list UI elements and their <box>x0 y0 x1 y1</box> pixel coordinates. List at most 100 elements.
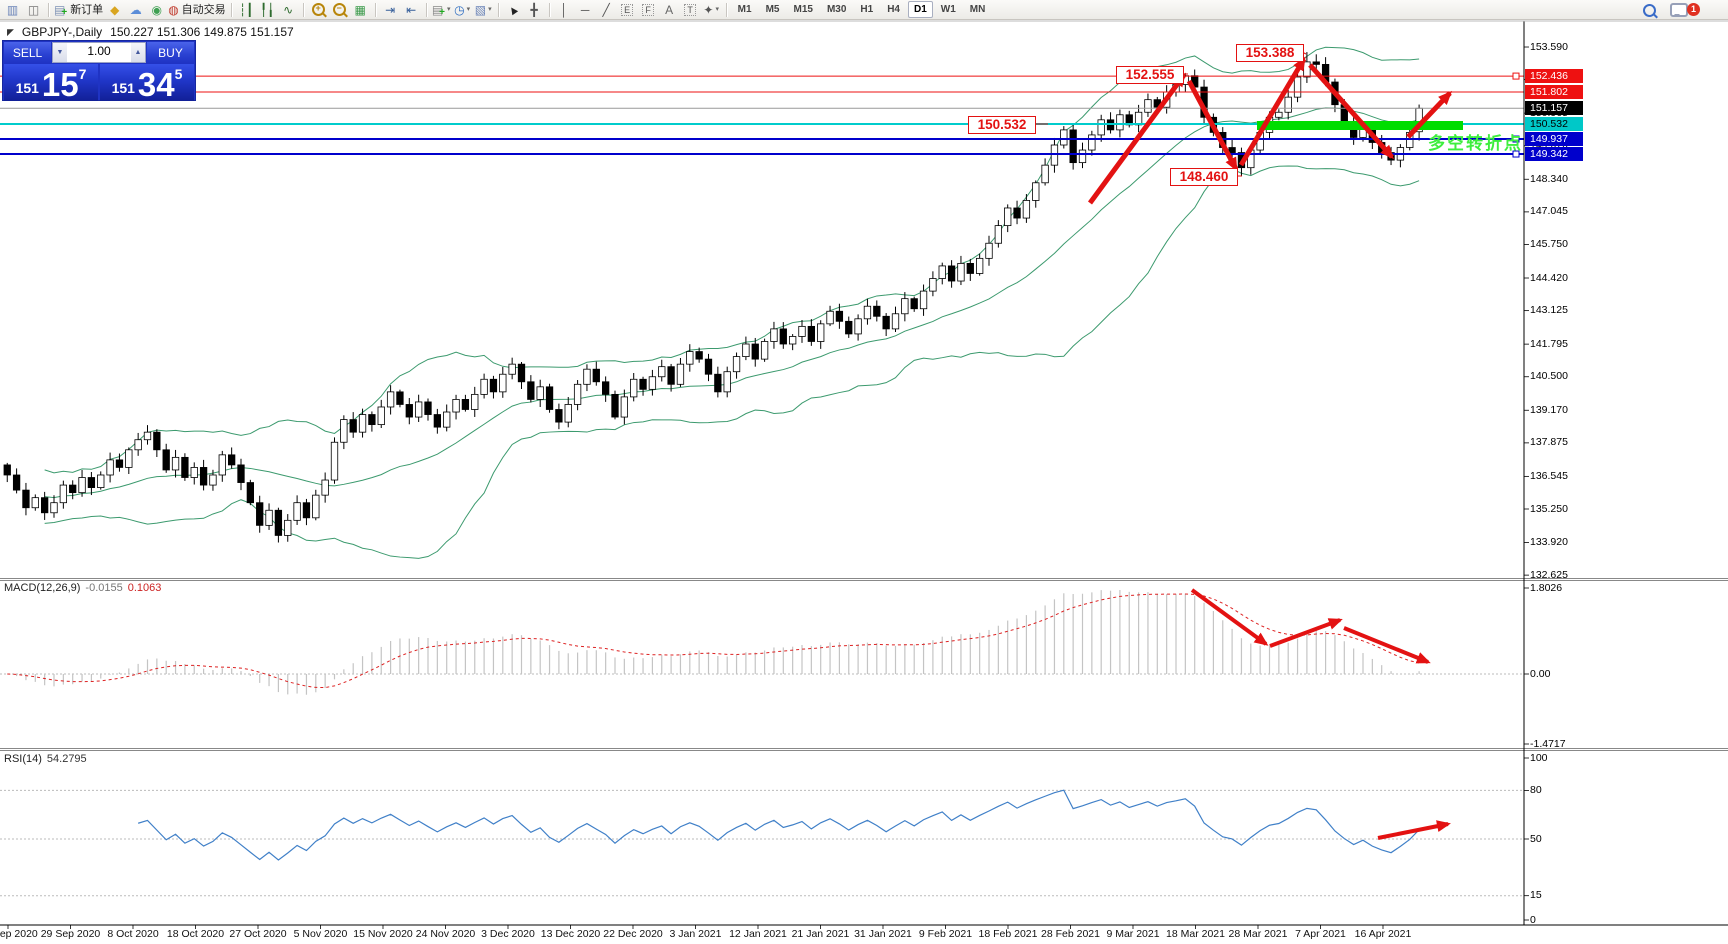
annotation-text-cn[interactable]: 多空转折点 <box>1428 134 1523 153</box>
rsi-axis-label[interactable]: 15 <box>1530 889 1542 902</box>
date-label[interactable]: 7 Apr 2021 <box>1295 928 1346 940</box>
fibonacci-icon[interactable]: F <box>639 1 658 18</box>
price-label-box[interactable]: 152.555 <box>1116 66 1184 84</box>
date-label[interactable]: 15 Nov 2020 <box>353 928 413 940</box>
date-label[interactable]: 27 Oct 2020 <box>229 928 287 940</box>
new-order-icon[interactable]: ▤ + 新订单 <box>54 2 104 18</box>
volume-input[interactable]: 1.00 <box>87 44 111 58</box>
price-label-box[interactable]: 148.460 <box>1170 168 1238 186</box>
price-axis-label[interactable]: 145.750 <box>1530 238 1568 250</box>
date-label[interactable]: 20 Sep 2020 <box>0 928 38 940</box>
trend-arrow-objects[interactable] <box>1087 56 1453 205</box>
date-label[interactable]: 18 Mar 2021 <box>1166 928 1225 940</box>
date-label[interactable]: 3 Jan 2021 <box>669 928 722 940</box>
buy-button[interactable]: BUY <box>147 42 194 63</box>
date-label[interactable]: 9 Feb 2021 <box>918 928 973 940</box>
timeframe-button-m5[interactable]: M5 <box>765 4 780 15</box>
rsi-axis-label[interactable]: 100 <box>1530 751 1548 764</box>
date-label[interactable]: 22 Dec 2020 <box>603 928 663 940</box>
macd-trend-arrow[interactable] <box>1343 626 1431 664</box>
date-label[interactable]: 8 Oct 2020 <box>107 928 159 940</box>
date-label[interactable]: 29 Sep 2020 <box>40 928 101 940</box>
timeframe-button-mn[interactable]: MN <box>969 4 986 15</box>
new-chart-icon[interactable]: ▤ + ▾ <box>431 2 451 18</box>
line-handle[interactable] <box>1512 135 1520 143</box>
date-label[interactable]: 31 Jan 2021 <box>854 928 912 940</box>
bid-price-box[interactable]: 151 15 7 <box>4 64 98 101</box>
volume-decrease-button[interactable]: ▼ <box>53 43 67 62</box>
shapes-icon[interactable]: ✦ ▾ <box>703 2 719 17</box>
label-icon[interactable]: T <box>681 1 700 18</box>
line-handle[interactable] <box>1512 150 1520 158</box>
rsi-trend-arrow[interactable] <box>1377 820 1451 840</box>
vertical-line-icon[interactable]: │ <box>560 2 568 17</box>
rsi-axis-label[interactable]: 50 <box>1530 832 1542 845</box>
ask-price-box[interactable]: 151 34 5 <box>100 64 194 101</box>
timeframe-button-m15[interactable]: M15 <box>793 4 813 15</box>
price-axis-label[interactable]: 135.250 <box>1530 502 1568 515</box>
line-handle[interactable] <box>1512 72 1520 80</box>
price-axis-label[interactable]: 133.920 <box>1530 536 1568 548</box>
timeframe-button-d1[interactable]: D1 <box>907 1 933 18</box>
volume-increase-button[interactable]: ▲ <box>131 43 145 62</box>
price-axis-label[interactable]: 153.590 <box>1530 40 1568 53</box>
line-chart-icon[interactable]: ∿ <box>283 2 294 17</box>
price-axis-label[interactable]: 144.420 <box>1530 271 1568 284</box>
macd-axis-label[interactable]: 0.00 <box>1530 667 1551 680</box>
rsi-axis-label[interactable]: 80 <box>1530 783 1542 796</box>
date-label[interactable]: 9 Mar 2021 <box>1106 928 1160 940</box>
date-label[interactable]: 16 Apr 2021 <box>1354 928 1412 940</box>
auto-scroll-icon[interactable]: ⇥ <box>385 2 396 17</box>
price-axis-label[interactable]: 136.545 <box>1530 469 1568 482</box>
chart-shift-icon[interactable]: ⇤ <box>406 2 417 17</box>
chart-window-icon[interactable]: ▥ <box>6 2 19 17</box>
price-axis-label[interactable]: 147.045 <box>1530 205 1568 218</box>
metaeditor-icon[interactable]: ◆ <box>110 2 120 17</box>
support-zone-bar[interactable] <box>1257 121 1463 130</box>
date-label[interactable]: 13 Dec 2020 <box>540 928 601 940</box>
sell-button[interactable]: SELL <box>4 42 51 63</box>
signals-icon[interactable]: ◉ <box>151 2 162 17</box>
date-label[interactable]: 24 Nov 2020 <box>415 928 476 940</box>
periodicity-icon[interactable]: ◷ ▾ <box>454 2 471 17</box>
date-label[interactable]: 21 Jan 2021 <box>791 928 850 940</box>
date-label[interactable]: 18 Oct 2020 <box>166 928 225 940</box>
cursor-icon[interactable]: ▲ <box>504 0 523 19</box>
rsi-axis-label[interactable]: 0 <box>1530 913 1536 926</box>
macd-axis-label[interactable]: -1.4717 <box>1530 737 1566 750</box>
price-label-box[interactable]: 153.388 <box>1236 44 1304 62</box>
crosshair-icon[interactable]: ╋ <box>530 2 538 17</box>
equidistant-channel-icon[interactable]: E <box>618 1 637 18</box>
price-axis-label[interactable]: 137.875 <box>1530 436 1568 449</box>
notifications-icon[interactable] <box>1670 2 1688 17</box>
search-icon[interactable] <box>1643 4 1656 17</box>
price-axis-label[interactable]: 132.625 <box>1530 568 1568 581</box>
date-label[interactable]: 5 Nov 2020 <box>293 928 348 940</box>
date-label[interactable]: 28 Feb 2021 <box>1041 928 1100 940</box>
market-depth-icon[interactable]: ◫ <box>27 2 40 17</box>
price-axis-label[interactable]: 139.170 <box>1530 403 1568 416</box>
timeframe-button-w1[interactable]: W1 <box>940 4 956 15</box>
autotrading-icon[interactable]: ◍ 自动交易 <box>168 2 226 17</box>
date-label[interactable]: 3 Dec 2020 <box>481 928 535 940</box>
community-icon[interactable]: ☁ <box>129 2 142 17</box>
price-axis-label[interactable]: 141.795 <box>1530 337 1568 350</box>
timeframe-button-h4[interactable]: H4 <box>887 4 900 15</box>
templates-icon[interactable]: ▧ ▾ <box>474 2 492 17</box>
timeframe-button-m1[interactable]: M1 <box>737 4 752 15</box>
candlestick-icon[interactable]: ╿╽ <box>259 2 275 17</box>
macd-trend-arrow[interactable] <box>1190 588 1269 646</box>
timeframe-button-h1[interactable]: H1 <box>860 4 874 15</box>
price-label-box[interactable]: 150.532 <box>968 116 1036 134</box>
macd-axis-label[interactable]: 1.8026 <box>1530 581 1563 594</box>
price-axis-label[interactable]: 148.340 <box>1530 172 1568 185</box>
date-label[interactable]: 12 Jan 2021 <box>729 928 787 940</box>
trendline-icon[interactable]: ╱ <box>602 2 610 17</box>
tile-windows-icon[interactable]: ▦ <box>354 2 366 17</box>
price-axis-label[interactable]: 140.500 <box>1530 370 1568 383</box>
date-label[interactable]: 18 Feb 2021 <box>978 928 1038 940</box>
zoom-in-icon[interactable]: + <box>309 1 328 18</box>
macd-trend-arrow[interactable] <box>1269 618 1343 648</box>
date-label[interactable]: 28 Mar 2021 <box>1228 928 1288 940</box>
